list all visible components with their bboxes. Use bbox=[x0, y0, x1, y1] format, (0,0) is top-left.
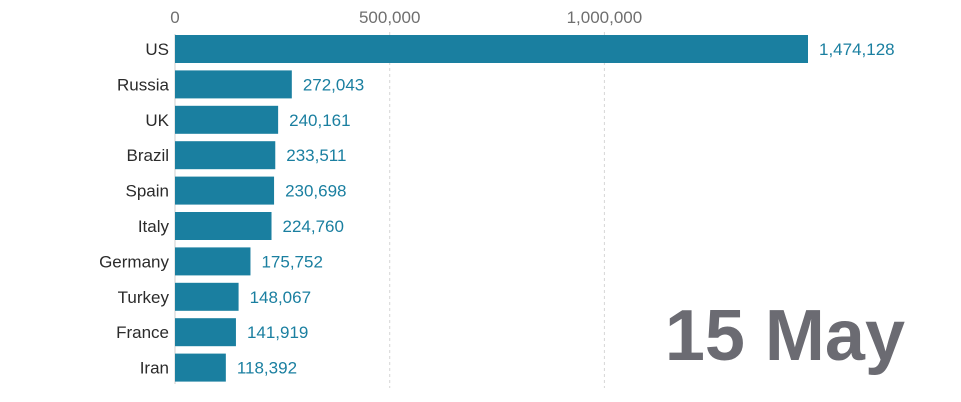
value-label: 240,161 bbox=[289, 111, 350, 130]
category-label: Iran bbox=[140, 359, 169, 378]
value-labels: 1,474,128 272,043 240,161 233,511 230,698 224… bbox=[237, 40, 895, 378]
category-label: Italy bbox=[138, 217, 170, 236]
category-label: US bbox=[145, 40, 169, 59]
bar bbox=[175, 35, 808, 63]
value-label: 1,474,128 bbox=[819, 40, 895, 59]
value-label: 224,760 bbox=[283, 217, 344, 236]
value-label: 230,698 bbox=[285, 182, 346, 201]
bar bbox=[175, 141, 276, 170]
bar bbox=[175, 318, 236, 347]
bars bbox=[175, 35, 808, 382]
category-label: Russia bbox=[117, 75, 170, 94]
bar bbox=[175, 70, 292, 99]
category-label: Germany bbox=[99, 252, 169, 271]
category-labels: US Russia UK Brazil Spain Italy Germany Turkey F… bbox=[99, 40, 170, 378]
x-tick-label: 1,000,000 bbox=[567, 8, 643, 27]
category-label: UK bbox=[145, 111, 169, 130]
category-label: Spain bbox=[126, 182, 169, 201]
category-label: Turkey bbox=[118, 288, 170, 307]
bar bbox=[175, 247, 251, 276]
x-tick-label: 0 bbox=[170, 8, 179, 27]
category-label: Brazil bbox=[126, 146, 169, 165]
bar bbox=[175, 353, 226, 382]
bar bbox=[175, 176, 275, 205]
value-label: 141,919 bbox=[247, 323, 308, 342]
value-label: 272,043 bbox=[303, 75, 364, 94]
bar bbox=[175, 282, 239, 311]
value-label: 148,067 bbox=[250, 288, 311, 307]
value-label: 118,392 bbox=[237, 359, 297, 378]
bar bbox=[175, 105, 279, 134]
date-label: 15 May bbox=[664, 296, 905, 376]
x-tick-label: 500,000 bbox=[359, 8, 420, 27]
value-label: 175,752 bbox=[261, 252, 322, 271]
category-label: France bbox=[116, 323, 169, 342]
bar bbox=[175, 212, 272, 240]
value-label: 233,511 bbox=[286, 146, 346, 165]
x-axis-ticks: 0 500,000 1,000,000 bbox=[170, 8, 642, 27]
